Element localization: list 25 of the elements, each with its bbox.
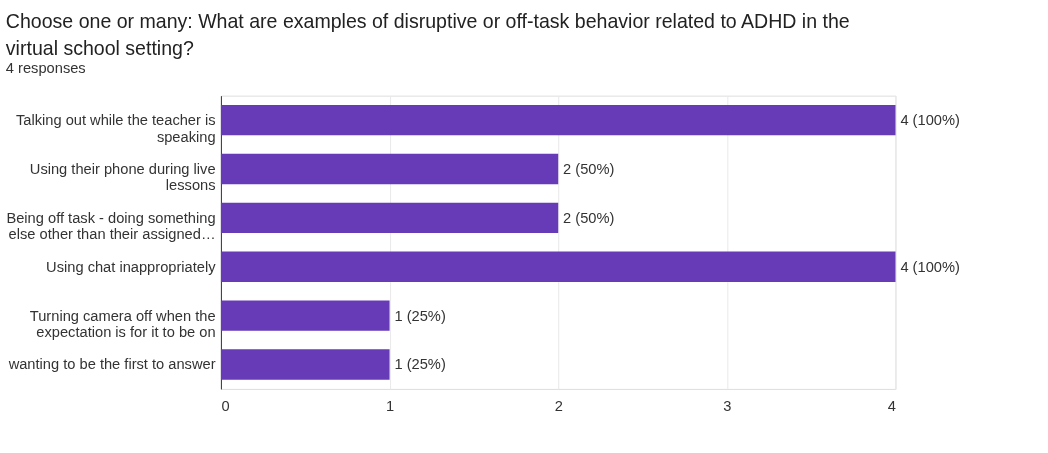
y-tick-label: Talking out while the teacher is speaking: [15, 111, 216, 145]
y-tick-label: Using their phone during live lessons: [29, 160, 216, 194]
data-label: 2 (50%): [563, 160, 615, 177]
bar: [220, 202, 559, 234]
data-label: 4 (100%): [900, 258, 960, 275]
x-tick-label: 2: [554, 397, 563, 414]
x-tick-label: 4: [887, 397, 896, 414]
bar: [220, 153, 559, 185]
bar: [220, 300, 390, 331]
x-tick-label: 3: [723, 397, 732, 414]
data-label: 1 (25%): [394, 356, 446, 373]
bar: [220, 251, 896, 282]
data-label: 1 (25%): [394, 307, 446, 324]
y-tick-label: wanting to be the first to answer: [7, 356, 216, 373]
y-tick-label: Being off task - doing something else other than their assigned…: [6, 209, 216, 243]
x-tick-label: 1: [385, 397, 395, 414]
y-tick-label: Using chat inappropriately: [46, 258, 217, 275]
bar: [220, 104, 896, 136]
data-label: 2 (50%): [563, 209, 615, 226]
y-tick-label: Turning camera off when the expectation is for it to be on: [29, 307, 216, 341]
bar: [220, 349, 390, 380]
x-tick-label: 0: [221, 397, 230, 414]
data-label: 4 (100%): [900, 111, 960, 128]
chart-title: Choose one or many: What are examples of disruptive or off-task behavior related to ADHD in the virtual school setting?: [5, 10, 850, 59]
text: 4 responses: [5, 60, 86, 77]
